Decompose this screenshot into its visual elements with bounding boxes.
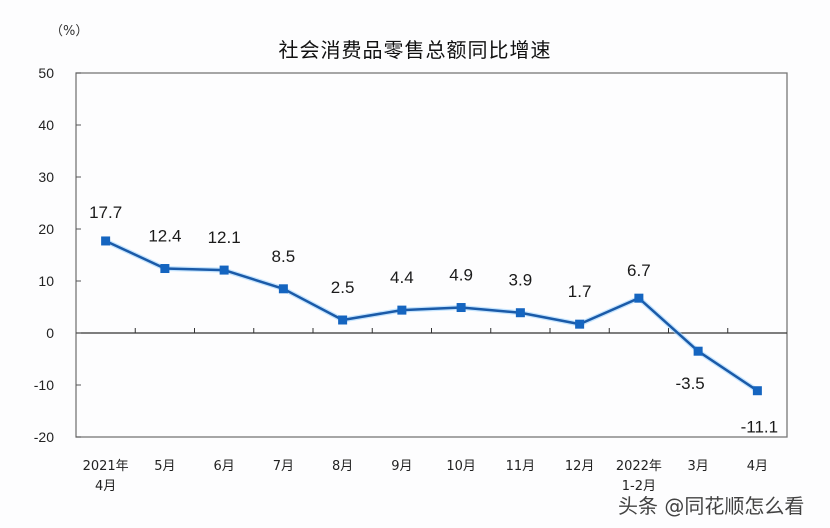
data-point-marker xyxy=(575,319,585,329)
data-point-marker xyxy=(456,303,466,313)
x-tick-label: 3月 xyxy=(687,459,708,474)
data-label: 12.4 xyxy=(148,227,181,246)
data-label: 1.7 xyxy=(568,282,592,301)
x-tick-label: 5月 xyxy=(154,459,175,474)
data-point-marker xyxy=(752,386,762,396)
data-point-marker xyxy=(338,315,348,325)
y-tick-label: 40 xyxy=(38,117,54,133)
data-label: 8.5 xyxy=(272,247,296,266)
data-label: -11.1 xyxy=(741,418,779,437)
y-tick-label: 0 xyxy=(46,325,54,341)
data-point-marker xyxy=(278,284,288,294)
x-tick-label: 10月 xyxy=(446,459,476,474)
x-tick-label: 8月 xyxy=(332,459,353,474)
data-label: 12.1 xyxy=(208,228,241,247)
y-tick-label: 50 xyxy=(38,65,54,81)
x-tick-label: 1-2月 xyxy=(622,479,656,494)
data-point-marker xyxy=(219,265,229,275)
data-label: 2.5 xyxy=(331,278,355,297)
y-tick-label: -10 xyxy=(34,377,54,393)
y-axis-unit: （%） xyxy=(50,24,89,39)
data-point-marker xyxy=(160,264,170,274)
x-tick-label: 4月 xyxy=(747,459,768,474)
data-label: 4.9 xyxy=(449,266,473,285)
series-line xyxy=(105,239,759,392)
x-tick-label: 12月 xyxy=(565,459,595,474)
data-point-marker xyxy=(515,308,525,318)
watermark: 头条 @同花顺怎么看 xyxy=(618,494,805,518)
x-tick-label: 9月 xyxy=(391,459,412,474)
data-point-marker xyxy=(693,346,703,356)
y-tick-label: 30 xyxy=(38,169,54,185)
data-label: 4.4 xyxy=(390,268,414,287)
chart-title: 社会消费品零售总额同比增速 xyxy=(278,38,552,62)
data-point-marker xyxy=(634,293,644,303)
data-label: 6.7 xyxy=(627,261,651,280)
y-tick-label: 20 xyxy=(38,221,54,237)
y-tick-label: -20 xyxy=(34,429,54,445)
data-label: 17.7 xyxy=(89,203,122,222)
x-tick-label: 4月 xyxy=(95,479,116,494)
x-tick-label: 7月 xyxy=(273,459,294,474)
data-point-marker xyxy=(101,236,111,246)
x-tick-label: 2021年 xyxy=(83,459,129,474)
x-tick-label: 11月 xyxy=(506,459,536,474)
x-tick-label: 6月 xyxy=(213,459,234,474)
data-label: 3.9 xyxy=(509,271,533,290)
data-label: -3.5 xyxy=(675,374,704,393)
y-tick-label: 10 xyxy=(38,273,54,289)
plot-frame xyxy=(75,72,788,438)
data-point-marker xyxy=(397,305,407,315)
x-tick-label: 2022年 xyxy=(616,459,662,474)
